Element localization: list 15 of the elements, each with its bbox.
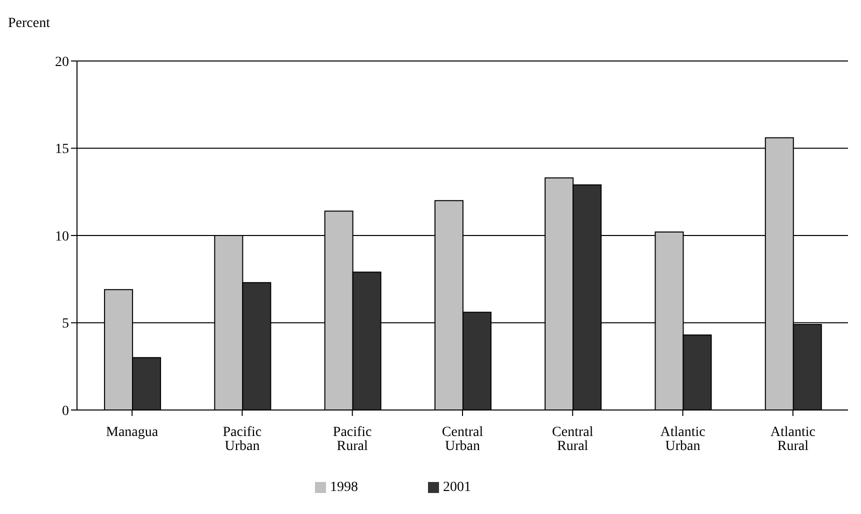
- y-tick-label: 10: [55, 229, 69, 244]
- x-tick-label: Central Rural: [552, 424, 594, 454]
- x-tick-label: Atlantic Urban: [660, 424, 706, 454]
- y-tick-label: 0: [62, 404, 69, 419]
- legend-label: 2001: [443, 480, 471, 495]
- y-tick-label: 20: [55, 54, 69, 70]
- x-tick-label: Pacific Urban: [222, 424, 262, 454]
- y-axis-title: Percent: [8, 16, 50, 32]
- x-tick-label: Managua: [106, 424, 159, 440]
- legend-label: 1998: [330, 480, 358, 495]
- x-tick-label: Central Urban: [442, 424, 484, 454]
- y-tick-label: 5: [62, 316, 69, 332]
- x-tick-label: Pacific Rural: [332, 424, 372, 454]
- x-tick-label: Atlantic Rural: [770, 424, 816, 454]
- y-tick-label: 15: [55, 142, 69, 158]
